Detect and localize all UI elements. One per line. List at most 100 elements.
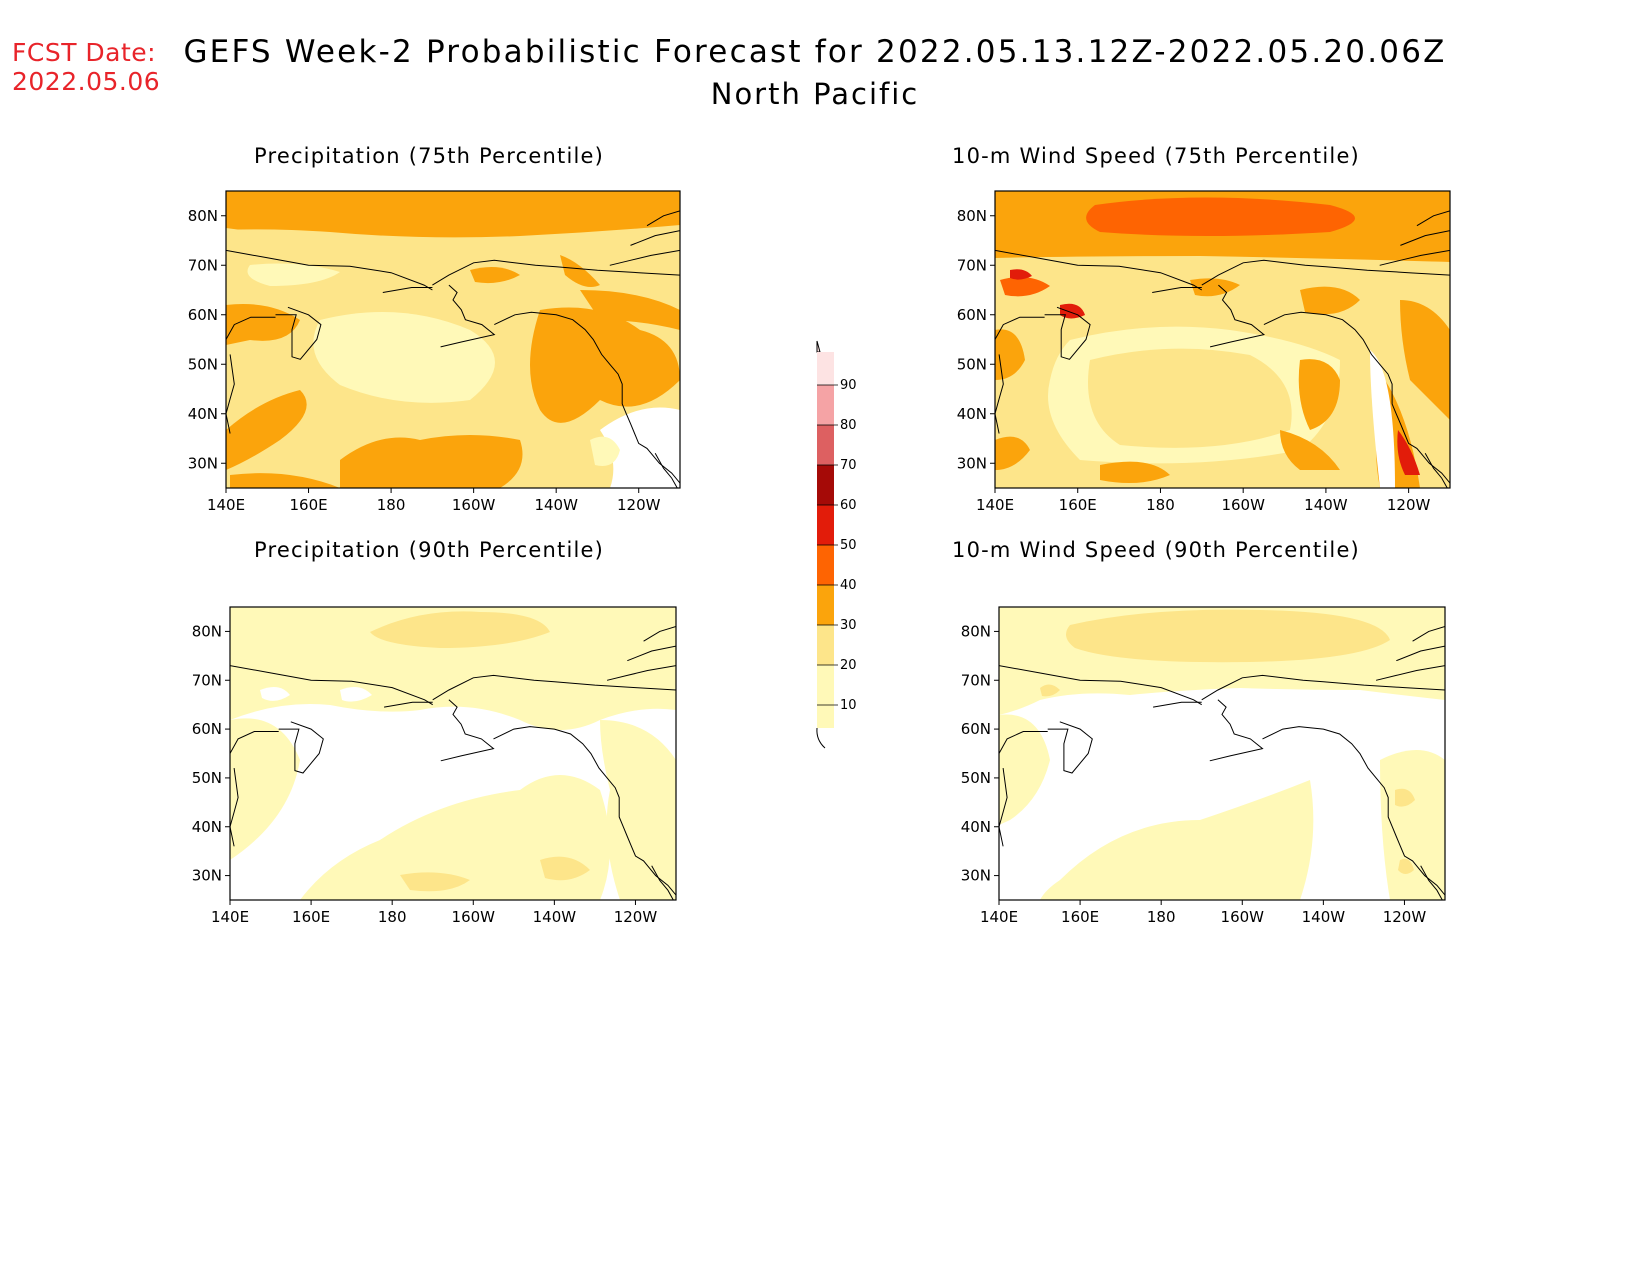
lat-tick-label: 80N: [961, 622, 991, 640]
region-subtitle: North Pacific: [710, 77, 920, 111]
panel-title-wind90: 10-m Wind Speed (90th Percentile): [952, 538, 1360, 562]
coastline-segment: [432, 674, 676, 701]
lon-tick-label: 160E: [1059, 496, 1097, 514]
lat-tick-label: 50N: [961, 769, 991, 787]
coastline-segment: [226, 354, 235, 434]
lat-tick-label: 60N: [957, 306, 987, 324]
coastline-segment: [1400, 230, 1450, 246]
lon-tick-label: 160E: [1061, 908, 1099, 926]
panel-title-wind75: 10-m Wind Speed (75th Percentile): [952, 144, 1360, 168]
colorbar-swatch-30: [817, 585, 834, 625]
lon-tick-label: 180: [377, 496, 406, 514]
colorbar-swatch-40: [817, 545, 834, 585]
coastline-segment: [646, 210, 680, 227]
lat-tick-label: 40N: [188, 405, 218, 423]
coastline-segment: [384, 701, 433, 708]
lon-tick-label: 140E: [980, 908, 1018, 926]
colorbar-swatch-below-10: [817, 705, 834, 728]
coastline-segment: [995, 316, 1045, 340]
map-frame-precip90: [229, 606, 677, 901]
coastline-segment: [278, 721, 324, 774]
colorbar-label-30: 30: [840, 618, 857, 633]
coastline-segment: [654, 453, 678, 488]
lat-tick-label: 70N: [188, 256, 218, 274]
colorbar-swatch-60: [817, 465, 834, 505]
coastline-segment: [230, 665, 433, 706]
coastline-segment: [226, 249, 433, 291]
colorbar-label-40: 40: [840, 578, 857, 593]
map-panel-precip90: [230, 607, 676, 900]
colorbar-swatch-70: [817, 425, 834, 465]
coastline-segment: [440, 284, 496, 348]
colorbar-label-60: 60: [840, 498, 857, 513]
colorbar: 10 20 30 40 50 60 70 80 90: [816, 340, 857, 749]
lon-tick-label: 140E: [976, 496, 1014, 514]
coastline-segment: [1263, 311, 1450, 484]
colorbar-swatch-10: [817, 665, 834, 705]
lat-tick-label: 50N: [957, 355, 987, 373]
lat-tick-label: 40N: [961, 818, 991, 836]
coastline-segment: [999, 665, 1202, 706]
coastline-segment: [1420, 865, 1443, 900]
lon-tick-label: 140W: [1302, 908, 1346, 926]
coastline-segment: [1262, 726, 1445, 896]
lon-tick-label: 180: [1147, 908, 1176, 926]
coastline-segment: [609, 249, 680, 266]
map-panel-precip75: [226, 191, 680, 488]
coastline-segment: [382, 287, 433, 293]
colorbar-label-10: 10: [840, 698, 857, 713]
coastline-wind75: [995, 210, 1450, 488]
colorbar-label-70: 70: [840, 458, 857, 473]
lat-tick-label: 50N: [188, 355, 218, 373]
coastline-segment: [651, 865, 674, 900]
lon-tick-label: 120W: [1383, 908, 1427, 926]
lat-tick-label: 40N: [957, 405, 987, 423]
lat-tick-label: 70N: [961, 671, 991, 689]
map-panel-wind75: [995, 191, 1450, 488]
lon-tick-label: 140W: [1304, 496, 1348, 514]
coastline-segment: [1379, 249, 1450, 266]
lon-tick-label: 160W: [1221, 908, 1265, 926]
colorbar-swatch-80: [817, 385, 834, 425]
lon-tick-label: 160W: [452, 496, 496, 514]
coastline-segment: [1396, 645, 1445, 662]
lat-tick-label: 50N: [192, 769, 222, 787]
coastline-segment: [494, 311, 680, 484]
lon-tick-label: 140E: [211, 908, 249, 926]
coastline-segment: [630, 230, 680, 246]
colorbar-label-50: 50: [840, 538, 857, 553]
lon-tick-label: 160E: [289, 496, 327, 514]
lat-tick-label: 30N: [957, 454, 987, 472]
lat-tick-label: 30N: [961, 867, 991, 885]
coastlines: [226, 210, 1450, 900]
lon-tick-label: 160E: [292, 908, 330, 926]
lat-tick-label: 80N: [192, 622, 222, 640]
lat-tick-label: 80N: [957, 207, 987, 225]
colorbar-top-arrow: [816, 340, 821, 353]
colorbar-label-90: 90: [840, 378, 857, 393]
coastline-segment: [995, 354, 1004, 434]
lat-tick-label: 30N: [192, 867, 222, 885]
coastline-segment: [1375, 665, 1445, 681]
lat-tick-label: 60N: [192, 720, 222, 738]
map-frame-wind75: [994, 190, 1451, 489]
coastline-segment: [493, 726, 676, 896]
coastline-segment: [1209, 284, 1266, 348]
lon-tick-label: 180: [1146, 496, 1175, 514]
lat-tick-label: 40N: [192, 818, 222, 836]
panel-title-precip75: Precipitation (75th Percentile): [253, 144, 605, 168]
coastline-segment: [627, 645, 676, 662]
coastline-segment: [999, 731, 1048, 754]
coastline-segment: [995, 249, 1203, 291]
coastline-segment: [643, 626, 676, 642]
coastline-segment: [1047, 721, 1093, 774]
main-title: GEFS Week-2 Probabilistic Forecast for 2…: [183, 34, 1447, 70]
forecast-date-label: FCST Date:: [12, 38, 157, 67]
lon-tick-label: 120W: [614, 908, 658, 926]
lat-tick-label: 60N: [188, 306, 218, 324]
lon-tick-label: 160W: [452, 908, 496, 926]
colorbar-label-20: 20: [840, 658, 857, 673]
colorbar-bottom-arrow: [816, 727, 826, 749]
coastline-wind90: [999, 626, 1445, 900]
